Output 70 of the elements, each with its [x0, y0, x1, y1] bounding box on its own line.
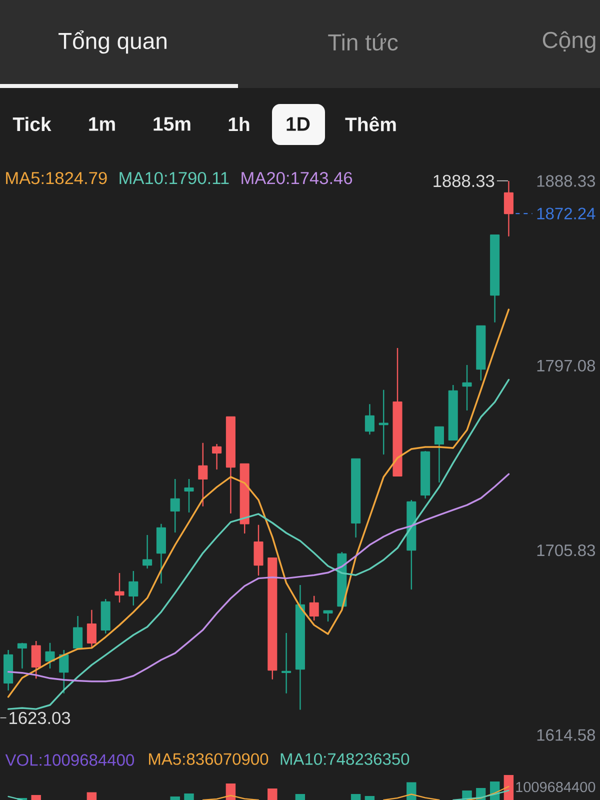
candlestick [462, 364, 472, 411]
text: MA10:748236350 [280, 753, 410, 765]
bar [31, 795, 41, 800]
candlestick [476, 325, 486, 381]
candlestick [309, 595, 319, 621]
bar [295, 794, 306, 800]
bar [170, 796, 180, 800]
text: 15m [154, 117, 190, 131]
candlestick [364, 403, 374, 435]
candlestick [254, 524, 264, 576]
text: 1009684400 [516, 782, 596, 792]
text: VOL:1009684400 [5, 754, 134, 766]
text: MA5:836070900 [149, 753, 268, 765]
candlestick [170, 478, 180, 533]
candlestick [212, 443, 222, 470]
y-tick-label: 1797.08 [537, 360, 596, 372]
candlestick [184, 478, 194, 513]
candlestick [31, 640, 41, 679]
candlestick [128, 570, 138, 606]
line-series [7, 473, 510, 682]
text: Cộng [542, 31, 596, 53]
bar [406, 782, 416, 800]
bar [364, 796, 375, 800]
candlestick [268, 557, 278, 680]
text: 1D [286, 117, 310, 131]
text: MA20:1743.46 [242, 172, 352, 184]
text: MA5:1824.79 [6, 172, 107, 184]
bar [226, 784, 236, 800]
candlestick [392, 347, 402, 477]
candlestick [73, 615, 83, 650]
candlestick [226, 416, 236, 514]
candlestick [351, 458, 361, 538]
candlestick [420, 450, 430, 499]
text: Tick [12, 116, 52, 132]
candlestick [406, 499, 416, 590]
text: MA10:1790.11 [120, 172, 229, 184]
bar [268, 788, 278, 800]
candlestick [198, 442, 208, 506]
line-series [7, 308, 510, 698]
candlestick [448, 384, 458, 440]
text: Thêm [345, 116, 396, 132]
candlestick [323, 610, 333, 622]
candlestick [434, 426, 444, 483]
bar [86, 792, 97, 800]
text: 1m [89, 117, 115, 131]
candlestick [490, 234, 500, 323]
candlestick [156, 523, 166, 584]
candlestick [504, 180, 514, 236]
bar [350, 794, 361, 800]
annotation: 1888.33 [434, 174, 494, 188]
text: 1h [228, 116, 250, 132]
candlestick [240, 463, 250, 534]
candlestick [114, 572, 124, 603]
bar [504, 774, 514, 800]
y-tick-label: 1888.33 [537, 175, 596, 187]
text: Tin tức [328, 33, 398, 51]
bar [184, 794, 194, 800]
candlestick [4, 649, 14, 691]
candlestick [17, 642, 27, 669]
candlestick [282, 632, 292, 694]
candlestick [45, 642, 55, 669]
y-tick-label: 1705.83 [537, 544, 596, 556]
candlestick [142, 534, 152, 569]
text: Tổng quan [58, 30, 166, 54]
candlestick [100, 598, 110, 634]
annotation: 1623.03 [10, 712, 70, 724]
candlestick [86, 609, 96, 649]
y-tick-label: 1614.58 [537, 729, 596, 741]
ref-line-label: 1872.24 [537, 208, 596, 220]
candlestick [295, 584, 305, 710]
